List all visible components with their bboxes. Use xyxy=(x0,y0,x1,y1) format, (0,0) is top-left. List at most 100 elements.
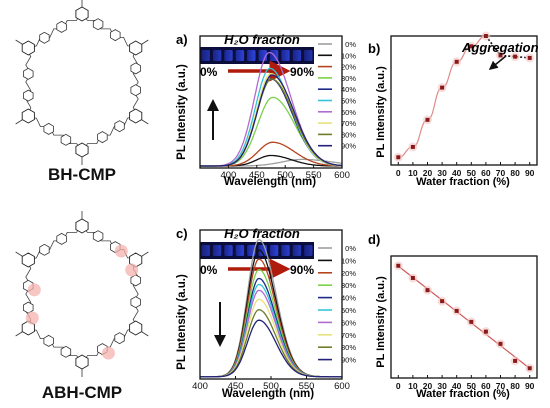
panel-a-ylabel: PL Intensity (a.u.) xyxy=(176,64,188,160)
panel-a-inset-start: 0% xyxy=(200,65,218,79)
panel-c-chart: c) H₂O fraction 0% 90% 400 450 500 550 600 0… xyxy=(176,226,356,400)
node-ring-2 xyxy=(129,320,143,336)
node-ring-1 xyxy=(129,40,143,56)
data-point-8 xyxy=(513,54,518,59)
legend-label: 90% xyxy=(341,356,356,365)
data-point-7 xyxy=(498,341,503,346)
vial-0 xyxy=(201,245,210,256)
panel-c-inset-title: H₂O fraction xyxy=(224,226,300,241)
vial-4 xyxy=(247,50,256,61)
amine-highlight-1 xyxy=(101,346,115,360)
x-tick-label: 10 xyxy=(408,381,418,391)
legend-label: 60% xyxy=(341,318,356,327)
molecule-label-bh-cmp: BH-CMP xyxy=(48,165,116,184)
node-branch-4 xyxy=(15,119,23,125)
linker-bond-2 xyxy=(82,115,136,153)
x-tick-label: 50 xyxy=(467,381,477,391)
legend-label: 40% xyxy=(341,85,356,94)
x-tick-label: 80 xyxy=(510,381,520,391)
dotted-segment xyxy=(485,35,530,59)
linker-ring-2-0 xyxy=(114,332,125,345)
plot-frame xyxy=(199,35,343,169)
data-point-9 xyxy=(527,55,532,60)
data-point-6 xyxy=(483,34,488,38)
data-point-5 xyxy=(469,319,474,324)
node-branch-5 xyxy=(15,251,23,257)
node-branch-2 xyxy=(141,331,149,337)
data-point-5 xyxy=(469,44,474,49)
x-tick-label: 20 xyxy=(423,168,433,178)
data-point-9 xyxy=(527,366,532,371)
vial-8 xyxy=(292,50,302,61)
x-tick-label: 40 xyxy=(452,381,462,391)
panel-d-plot: 0 10 20 30 40 50 60 70 80 90 xyxy=(390,255,538,391)
vial-7 xyxy=(281,245,290,256)
data-point-3 xyxy=(440,299,445,304)
panel-c-vials-photo xyxy=(200,242,314,259)
x-tick-label: 40 xyxy=(452,168,462,178)
linker-bond-3 xyxy=(27,329,83,363)
vial-3 xyxy=(235,245,245,256)
x-tick-label: 550 xyxy=(306,170,322,181)
x-tick-label: 600 xyxy=(334,381,350,392)
node-ring-3 xyxy=(75,142,89,158)
x-tick-label: 50 xyxy=(467,168,477,178)
x-tick-label: 400 xyxy=(192,381,208,392)
linker-ring-0-1 xyxy=(110,29,121,42)
node-ring-5 xyxy=(21,40,35,56)
x-tick-label: 30 xyxy=(437,168,447,178)
data-point-6 xyxy=(483,329,488,334)
linker-ring-4-1 xyxy=(23,67,34,80)
data-point-2 xyxy=(425,117,430,122)
node-branch-2 xyxy=(141,119,149,125)
vial-3 xyxy=(235,50,245,61)
spectrum-curve-5 xyxy=(200,67,342,167)
panel-c-xlabel: Wavelength (nm) xyxy=(222,388,314,400)
linker-ring-5-0 xyxy=(39,31,50,44)
panel-a-curves xyxy=(200,51,343,167)
linker-ring-3-1 xyxy=(43,122,54,135)
linker-ring-5-1 xyxy=(56,232,67,245)
legend-label: 60% xyxy=(341,108,356,117)
panel-c-letter: c) xyxy=(176,226,188,241)
linker-bond-5 xyxy=(28,223,82,261)
x-tick-label: 550 xyxy=(299,381,315,392)
x-tick-label: 600 xyxy=(334,170,350,181)
legend-label: 20% xyxy=(341,269,356,278)
legend-label: 80% xyxy=(341,343,356,352)
node-branch-5 xyxy=(15,39,23,45)
panel-c-legend: 0% 10% 20% 30% 40% 50% 60% 70% 80% 90% xyxy=(318,244,356,365)
molecule-abh-cmp xyxy=(15,211,149,377)
x-tick-label: 70 xyxy=(496,381,506,391)
linker-ring-3-1 xyxy=(43,334,54,347)
node-ring-3 xyxy=(75,354,89,370)
spectrum-curve-9 xyxy=(200,74,343,167)
legend-label: 30% xyxy=(341,281,356,290)
x-tick-label: 90 xyxy=(525,381,535,391)
panel-c-inset-start: 0% xyxy=(200,263,218,277)
node-ring-0 xyxy=(75,6,89,22)
panel-d-chart: d) 0 10 20 30 40 50 60 70 80 90 Water fraction (%… xyxy=(368,232,538,400)
x-tick-label: 20 xyxy=(423,381,433,391)
linker-ring-3-0 xyxy=(60,345,72,358)
node-branch-1 xyxy=(141,39,149,45)
vial-1 xyxy=(212,50,222,61)
node-branch-4 xyxy=(15,331,23,337)
data-point-8 xyxy=(513,358,518,363)
data-point-0 xyxy=(396,263,401,268)
vial-1 xyxy=(212,245,222,256)
linker-bond-5 xyxy=(28,11,82,49)
plot-frame xyxy=(390,255,538,379)
panel-a-vials-photo xyxy=(200,47,314,64)
panel-c-axes: 400 450 500 550 600 xyxy=(192,229,350,392)
x-tick-label: 60 xyxy=(481,381,491,391)
data-point-0 xyxy=(396,155,401,160)
vial-0 xyxy=(201,50,210,61)
data-point-7 xyxy=(498,53,503,58)
linker-ring-1-1 xyxy=(130,296,141,309)
amine-highlight-3 xyxy=(125,263,139,277)
panel-a-inset-title: H₂O fraction xyxy=(224,32,300,47)
linker-bond-0 xyxy=(81,13,137,47)
